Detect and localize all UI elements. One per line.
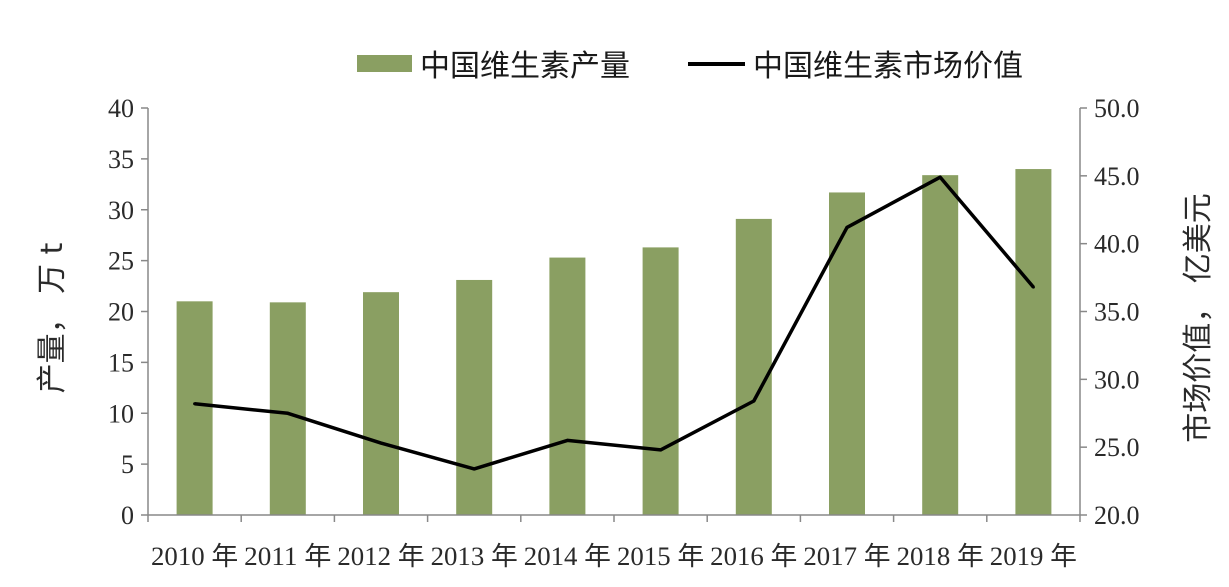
line-point — [938, 175, 942, 179]
left-tick-label: 35 — [108, 145, 134, 174]
bar — [456, 279, 493, 515]
bar — [735, 218, 772, 515]
line-point — [193, 402, 197, 406]
x-tick-label: 2011 年 — [244, 542, 331, 571]
line-series — [193, 175, 1035, 471]
right-tick-label: 25.0 — [1094, 433, 1140, 462]
bar — [269, 302, 306, 515]
right-axis-ticks: 20.0 25.0 30.0 35.0 40.0 45.0 50.0 — [1080, 94, 1140, 530]
right-tick-label: 20.0 — [1094, 501, 1140, 530]
left-tick-label: 40 — [108, 94, 134, 123]
left-tick-label: 0 — [121, 501, 134, 530]
x-tick-label: 2014 年 — [524, 542, 611, 571]
left-tick-label: 5 — [121, 450, 134, 479]
x-tick-label: 2018 年 — [897, 542, 984, 571]
line-point — [379, 441, 383, 445]
bar — [176, 301, 213, 515]
left-tick-label: 15 — [108, 348, 134, 377]
x-tick-label: 2012 年 — [337, 542, 424, 571]
x-tick-label: 2010 年 — [151, 542, 238, 571]
x-tick-label: 2016 年 — [710, 542, 797, 571]
left-axis-title: 产量， 万 t — [35, 242, 70, 393]
line-point — [659, 448, 663, 452]
x-tick-label: 2017 年 — [803, 542, 890, 571]
left-tick-label: 25 — [108, 247, 134, 276]
bar — [363, 292, 399, 515]
bar — [549, 257, 586, 515]
bar — [1015, 169, 1052, 516]
x-tick-label: 2019 年 — [990, 542, 1077, 571]
x-tick-label: 2013 年 — [431, 542, 518, 571]
right-tick-label: 35.0 — [1094, 298, 1140, 327]
right-axis-title: 市场价值， 亿美元 — [1181, 193, 1216, 443]
bar — [922, 175, 959, 515]
line-point — [565, 438, 569, 442]
legend-label-production: 中国维生素产量 — [420, 49, 630, 84]
bar — [642, 247, 679, 515]
line-point — [752, 399, 756, 403]
line-point — [286, 411, 290, 415]
left-tick-label: 10 — [108, 399, 134, 428]
left-tick-label: 20 — [108, 298, 134, 327]
bar-series — [176, 169, 1052, 516]
legend-label-market-value: 中国维生素市场价值 — [753, 49, 1023, 84]
left-axis-ticks: 0 5 10 15 20 25 30 35 40 — [108, 94, 148, 530]
legend: 中国维生素产量 中国维生素市场价值 — [357, 49, 1023, 84]
line-point — [845, 225, 849, 229]
x-tick-label: 2015 年 — [617, 542, 704, 571]
right-tick-label: 45.0 — [1094, 162, 1140, 191]
right-tick-label: 50.0 — [1094, 94, 1140, 123]
left-tick-label: 30 — [108, 196, 134, 225]
market-value-line — [194, 175, 1035, 471]
right-tick-label: 40.0 — [1094, 230, 1140, 259]
bar — [829, 192, 865, 515]
line-point — [472, 467, 476, 471]
right-tick-label: 30.0 — [1094, 365, 1140, 394]
legend-swatch-production — [357, 55, 412, 72]
x-axis-ticks: 2010 年 2011 年 2012 年 2013 年 2014 年 2015 年 2016… — [151, 542, 1077, 571]
line-point — [1031, 285, 1035, 289]
